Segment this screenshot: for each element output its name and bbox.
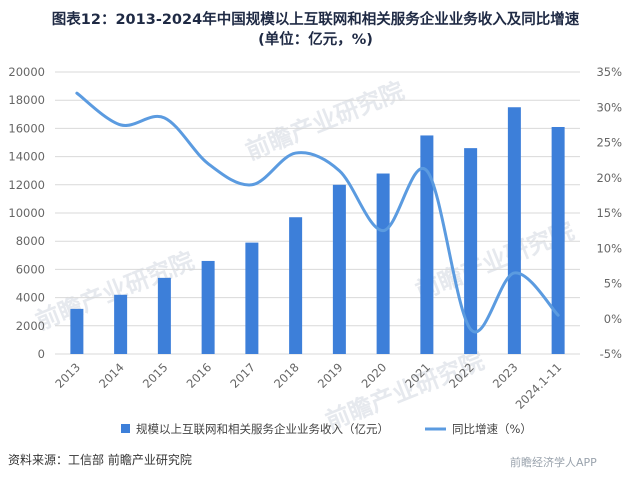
right-tick-label: 0% (604, 312, 622, 326)
chart-title: 图表12：2013-2024年中国规模以上互联网和相关服务企业业务收入及同比增速 (51, 12, 580, 28)
growth-point-2017 (250, 183, 253, 186)
left-tick-label: 2000 (16, 319, 45, 333)
growth-line-series (75, 91, 560, 334)
growth-point-2021 (425, 169, 428, 172)
left-tick-label: 4000 (16, 291, 45, 305)
x-axis-tick-labels: 2013 2014 2015 2016 2017 2018 2019 2020 2021 2022… (52, 360, 564, 412)
right-tick-label: 35% (596, 65, 622, 79)
source-note: 资料来源：工信部 前瞻产业研究院 (8, 453, 192, 467)
right-tick-label: 30% (596, 100, 622, 114)
x-tick-label: 2015 (140, 360, 171, 391)
x-tick-label: 2016 (184, 360, 215, 391)
growth-point-2014 (119, 123, 122, 126)
chart-units-subtitle: (单位：亿元，%) (258, 32, 373, 48)
x-tick-label: 2019 (315, 360, 346, 391)
x-tick-label: 2014 (96, 360, 127, 391)
bar-2017 (245, 242, 259, 354)
x-tick-label: 2013 (52, 360, 83, 391)
growth-point-2020 (382, 229, 385, 232)
growth-point-2022 (469, 328, 472, 331)
bar-2024.1-11 (551, 126, 565, 355)
bar-2013 (70, 308, 84, 354)
growth-line (75, 91, 560, 334)
bar-2015 (157, 277, 171, 354)
right-axis-tick-labels: -5% 0% 5% 10% 15% 20% 25% 30% 35% (596, 65, 622, 361)
left-tick-label: 14000 (8, 150, 45, 164)
x-tick-label: 2023 (490, 360, 521, 391)
bar-2021 (420, 135, 434, 354)
watermark-text-1: 前瞻产业研究院 (242, 77, 408, 166)
watermark-corner-text: 前瞻经济学人APP (510, 456, 597, 469)
bar-2023 (507, 107, 521, 354)
x-tick-label: 2017 (227, 360, 258, 391)
left-tick-label: 20000 (8, 65, 45, 79)
bar-2022 (464, 148, 478, 354)
right-tick-label: 20% (596, 171, 622, 185)
growth-point-2016 (207, 162, 210, 165)
x-tick-label: 2018 (271, 360, 302, 391)
growth-point-2019 (338, 169, 341, 172)
right-tick-label: 10% (596, 241, 622, 255)
bar-2014 (114, 294, 128, 354)
bar-2016 (201, 260, 215, 354)
right-tick-label: 25% (596, 136, 622, 150)
growth-point-2015 (163, 116, 166, 119)
bar-2018 (289, 217, 303, 354)
legend-line-label: 同比增速（%） (452, 422, 532, 436)
bar-2019 (332, 184, 346, 354)
legend-bar-swatch (121, 424, 130, 433)
bar-2020 (376, 173, 390, 354)
growth-point-2024.1-11 (557, 314, 560, 317)
left-tick-label: 16000 (8, 121, 45, 135)
x-tick-label: 2024.1-11 (513, 360, 565, 412)
right-tick-label: -5% (600, 347, 622, 361)
left-tick-label: 6000 (16, 262, 45, 276)
left-axis-tick-labels: 0 2000 4000 6000 8000 10000 12000 14000 16000 180… (8, 65, 45, 361)
right-tick-label: 15% (596, 206, 622, 220)
right-tick-label: 5% (604, 277, 622, 291)
legend: 规模以上互联网和相关服务企业业务收入（亿元） 同比增速（%） (121, 422, 532, 436)
growth-point-2023 (513, 271, 516, 274)
growth-point-2018 (294, 152, 297, 155)
left-tick-label: 12000 (8, 178, 45, 192)
left-tick-label: 10000 (8, 206, 45, 220)
left-tick-label: 18000 (8, 93, 45, 107)
legend-bar-label: 规模以上互联网和相关服务企业业务收入（亿元） (136, 422, 389, 436)
left-tick-label: 8000 (16, 234, 45, 248)
growth-point-2013 (75, 92, 78, 95)
left-tick-label: 0 (38, 347, 45, 361)
bar-series (70, 107, 565, 355)
